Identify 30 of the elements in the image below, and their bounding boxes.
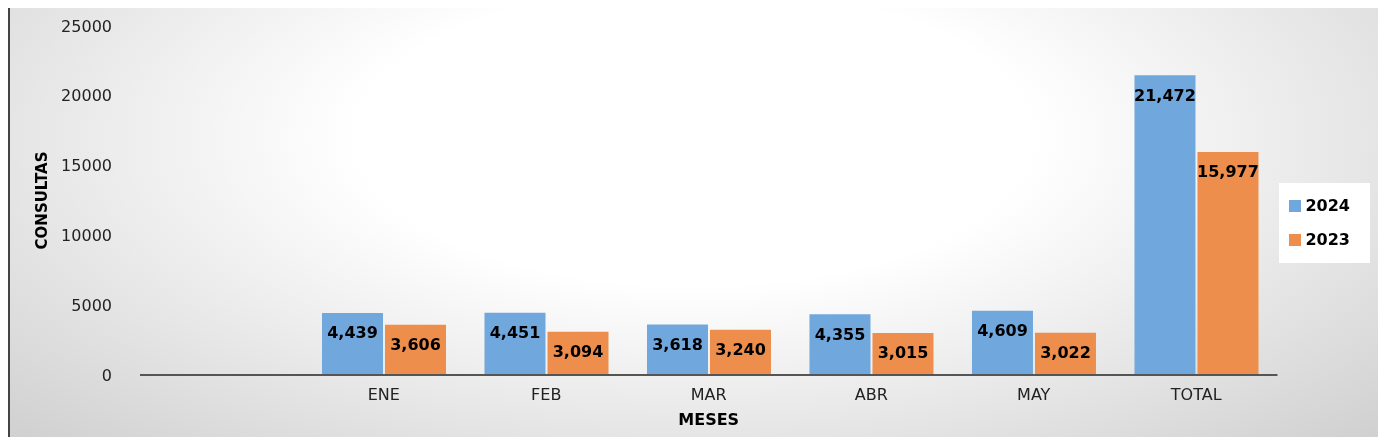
y-tick-label: 10000 xyxy=(61,226,112,246)
x-tick-label: MAY xyxy=(1017,385,1051,405)
data-label: 3,094 xyxy=(552,342,604,362)
x-tick-label: ENE xyxy=(367,385,400,405)
legend-label: 2024 xyxy=(1305,195,1350,215)
x-tick-label: ABR xyxy=(854,385,888,405)
y-axis-title: CONSULTAS xyxy=(33,151,52,250)
y-tick-label: 15000 xyxy=(61,156,112,176)
x-tick-label: FEB xyxy=(531,385,562,405)
x-axis-title: MESES xyxy=(678,410,740,429)
y-tick-label: 25000 xyxy=(61,16,112,36)
data-label: 3,015 xyxy=(877,343,929,363)
data-label: 4,451 xyxy=(489,323,541,343)
x-tick-label: TOTAL xyxy=(1169,385,1222,405)
data-label: 3,606 xyxy=(390,335,441,355)
x-tick-label: MAR xyxy=(690,385,727,405)
data-label: 3,240 xyxy=(715,340,766,360)
data-label: 4,439 xyxy=(327,323,378,343)
legend-label: 2023 xyxy=(1305,229,1350,249)
y-tick-label: 0 xyxy=(101,365,112,385)
data-label: 3,022 xyxy=(1040,343,1091,363)
data-label: 4,355 xyxy=(814,324,866,344)
y-tick-label: 20000 xyxy=(61,86,112,106)
y-tick-label: 5000 xyxy=(71,295,112,315)
bar xyxy=(1134,75,1196,375)
data-label: 21,472 xyxy=(1134,85,1196,105)
data-label: 3,618 xyxy=(652,334,703,354)
data-label: 4,609 xyxy=(977,321,1028,341)
bar xyxy=(1197,151,1259,375)
data-label: 15,977 xyxy=(1197,162,1259,182)
